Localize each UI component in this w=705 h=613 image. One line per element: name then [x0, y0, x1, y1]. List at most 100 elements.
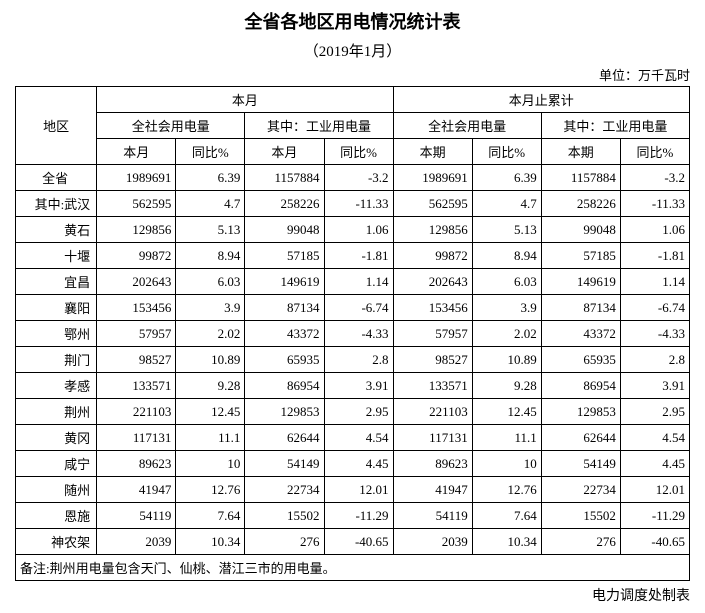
cell-value: 43372 — [245, 321, 324, 347]
cell-region: 随州 — [16, 477, 97, 503]
cell-value: 10.34 — [176, 529, 245, 555]
unit-label: 单位：万千瓦时 — [15, 65, 690, 84]
cell-value: -3.2 — [324, 165, 393, 191]
cell-value: -6.74 — [620, 295, 689, 321]
header-sub-industrial-2: 其中：工业用电量 — [541, 113, 689, 139]
cell-region: 孝感 — [16, 373, 97, 399]
cell-value: 54149 — [245, 451, 324, 477]
cell-value: 2.8 — [620, 347, 689, 373]
cell-value: -40.65 — [620, 529, 689, 555]
cell-value: 9.28 — [176, 373, 245, 399]
cell-value: 1.14 — [620, 269, 689, 295]
cell-value: 57957 — [97, 321, 176, 347]
cell-value: 57185 — [541, 243, 620, 269]
cell-value: 153456 — [97, 295, 176, 321]
footer-text: 电力调度处制表 — [15, 585, 690, 605]
cell-value: 1157884 — [541, 165, 620, 191]
cell-value: 2.95 — [324, 399, 393, 425]
table-row: 神农架203910.34276-40.65203910.34276-40.65 — [16, 529, 690, 555]
page-title: 全省各地区用电情况统计表 — [8, 8, 697, 34]
cell-value: 9.28 — [472, 373, 541, 399]
cell-value: 10.89 — [176, 347, 245, 373]
cell-value: 2.02 — [472, 321, 541, 347]
header-sub-industrial-1: 其中：工业用电量 — [245, 113, 393, 139]
cell-value: 98527 — [393, 347, 472, 373]
cell-value: 4.7 — [176, 191, 245, 217]
cell-region: 襄阳 — [16, 295, 97, 321]
cell-value: 86954 — [541, 373, 620, 399]
cell-value: 8.94 — [176, 243, 245, 269]
cell-value: -11.33 — [620, 191, 689, 217]
cell-value: 22734 — [541, 477, 620, 503]
cell-value: 4.45 — [620, 451, 689, 477]
cell-value: 2039 — [393, 529, 472, 555]
cell-value: 1157884 — [245, 165, 324, 191]
cell-value: 1989691 — [97, 165, 176, 191]
cell-value: 202643 — [393, 269, 472, 295]
cell-value: 54149 — [541, 451, 620, 477]
cell-value: -3.2 — [620, 165, 689, 191]
cell-value: 86954 — [245, 373, 324, 399]
cell-value: 2.02 — [176, 321, 245, 347]
cell-region: 黄石 — [16, 217, 97, 243]
cell-value: 149619 — [245, 269, 324, 295]
cell-value: -6.74 — [324, 295, 393, 321]
cell-value: 1.14 — [324, 269, 393, 295]
cell-value: 3.91 — [620, 373, 689, 399]
cell-value: 99872 — [97, 243, 176, 269]
cell-value: 3.9 — [176, 295, 245, 321]
cell-region: 其中:武汉 — [16, 191, 97, 217]
cell-value: 7.64 — [176, 503, 245, 529]
cell-value: 43372 — [541, 321, 620, 347]
cell-value: 5.13 — [176, 217, 245, 243]
cell-region: 全省 — [16, 165, 97, 191]
cell-value: 98527 — [97, 347, 176, 373]
table-row: 黄石1298565.13990481.061298565.13990481.06 — [16, 217, 690, 243]
cell-value: 12.76 — [472, 477, 541, 503]
cell-value: 1.06 — [620, 217, 689, 243]
cell-value: -1.81 — [324, 243, 393, 269]
cell-value: 6.39 — [472, 165, 541, 191]
cell-value: -4.33 — [620, 321, 689, 347]
subtitle: （2019年1月） — [8, 40, 697, 61]
header-group-cumulative: 本月止累计 — [393, 87, 689, 113]
cell-value: 562595 — [97, 191, 176, 217]
cell-value: 10.34 — [472, 529, 541, 555]
table-row: 恩施541197.6415502-11.29541197.6415502-11.… — [16, 503, 690, 529]
table-row: 黄冈11713111.1626444.5411713111.1626444.54 — [16, 425, 690, 451]
cell-value: 8.94 — [472, 243, 541, 269]
cell-value: 57185 — [245, 243, 324, 269]
cell-value: 149619 — [541, 269, 620, 295]
cell-value: 3.9 — [472, 295, 541, 321]
cell-value: 22734 — [245, 477, 324, 503]
cell-value: 117131 — [97, 425, 176, 451]
header-region: 地区 — [16, 87, 97, 165]
cell-value: 89623 — [97, 451, 176, 477]
header-col-current-1: 本月 — [97, 139, 176, 165]
cell-value: 62644 — [245, 425, 324, 451]
cell-value: 133571 — [97, 373, 176, 399]
cell-value: -11.29 — [324, 503, 393, 529]
cell-value: 65935 — [245, 347, 324, 373]
cell-value: 562595 — [393, 191, 472, 217]
cell-value: 12.01 — [620, 477, 689, 503]
cell-value: 57957 — [393, 321, 472, 347]
cell-value: 1989691 — [393, 165, 472, 191]
cell-value: 2039 — [97, 529, 176, 555]
cell-value: 2.8 — [324, 347, 393, 373]
cell-value: 99872 — [393, 243, 472, 269]
cell-value: 54119 — [393, 503, 472, 529]
cell-value: 1.06 — [324, 217, 393, 243]
cell-value: 12.01 — [324, 477, 393, 503]
header-group-month: 本月 — [97, 87, 393, 113]
table-header: 地区 本月 本月止累计 全社会用电量 其中：工业用电量 全社会用电量 其中：工业… — [16, 87, 690, 165]
cell-region: 宜昌 — [16, 269, 97, 295]
cell-value: 133571 — [393, 373, 472, 399]
cell-value: 258226 — [245, 191, 324, 217]
cell-value: 7.64 — [472, 503, 541, 529]
table-body: 全省19896916.391157884-3.219896916.3911578… — [16, 165, 690, 581]
cell-value: 276 — [245, 529, 324, 555]
cell-value: -1.81 — [620, 243, 689, 269]
cell-value: 54119 — [97, 503, 176, 529]
note-cell: 备注:荆州用电量包含天门、仙桃、潜江三市的用电量。 — [16, 555, 690, 581]
